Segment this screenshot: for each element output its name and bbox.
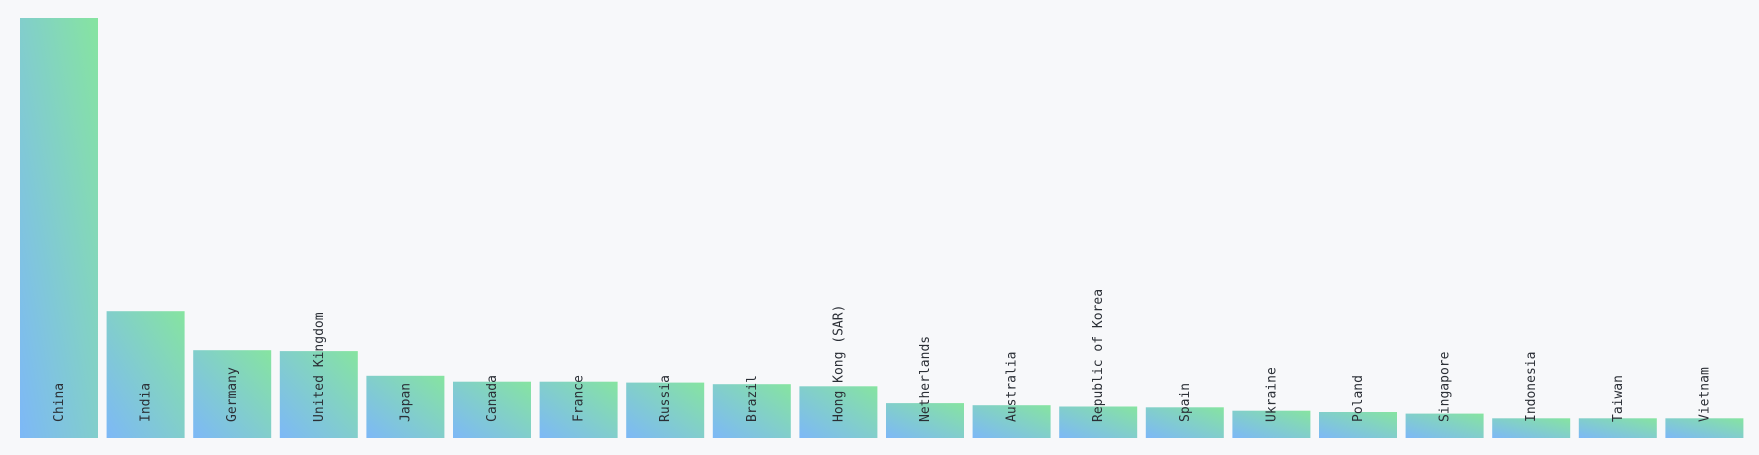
bar-indonesia	[1492, 418, 1571, 438]
category-label: Russia	[658, 375, 673, 422]
bar-canada	[453, 381, 531, 438]
bar-united-kingdom	[279, 351, 358, 438]
category-label: Japan	[398, 383, 413, 422]
bar-netherlands	[886, 403, 964, 438]
bars-group	[20, 18, 1744, 438]
bar-india	[106, 311, 185, 438]
category-label: Spain	[1178, 383, 1193, 422]
bar-russia	[626, 382, 705, 438]
category-labels-group: China India Germany United Kingdom Japan Cana…	[52, 289, 1712, 422]
category-label: United Kingdom	[312, 312, 327, 422]
category-label: Brazil	[745, 375, 760, 422]
bar-japan	[366, 375, 445, 438]
category-label: Germany	[225, 367, 240, 422]
category-label: China	[52, 383, 67, 422]
category-label: Netherlands	[918, 336, 933, 422]
bar-france	[539, 381, 618, 438]
category-label: France	[572, 375, 587, 422]
bar-brazil	[712, 384, 791, 438]
bar-hong-kong-sar	[799, 386, 878, 438]
bar-china	[20, 18, 98, 438]
bar-australia	[972, 405, 1051, 438]
category-label: Poland	[1351, 375, 1366, 422]
bar-vietnam	[1665, 418, 1744, 438]
bar-poland	[1319, 412, 1397, 438]
category-label: Canada	[485, 375, 500, 422]
bar-taiwan	[1578, 418, 1657, 438]
bar-singapore	[1405, 413, 1484, 438]
category-label: Taiwan	[1611, 375, 1626, 422]
bar-spain	[1145, 407, 1224, 438]
category-label: Singapore	[1438, 351, 1453, 422]
category-label: Vietnam	[1697, 367, 1712, 422]
category-label: Republic of Korea	[1091, 289, 1106, 422]
category-label: Hong Kong (SAR)	[831, 305, 846, 422]
category-label: India	[139, 383, 154, 422]
bar-republic-of-korea	[1059, 406, 1138, 438]
category-label: Ukraine	[1264, 367, 1279, 422]
category-label: Indonesia	[1524, 352, 1539, 422]
bar-ukraine	[1232, 410, 1311, 438]
category-label: Australia	[1005, 352, 1020, 422]
bar-germany	[193, 350, 272, 438]
